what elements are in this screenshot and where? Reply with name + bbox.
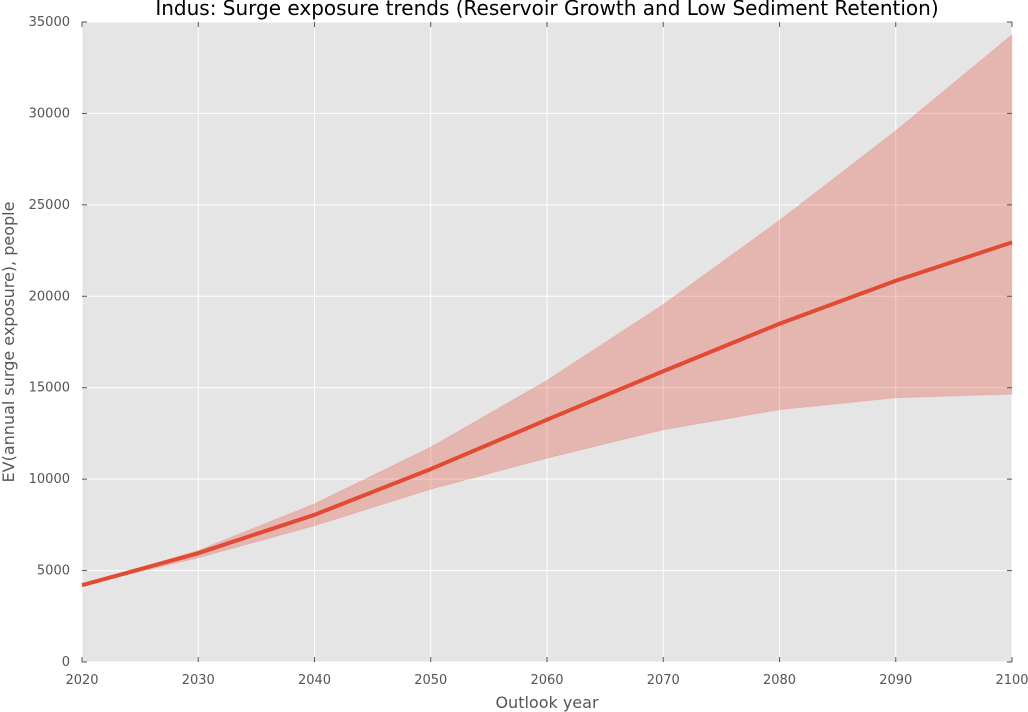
- x-tick-label: 2080: [763, 673, 796, 688]
- y-tick-label: 5000: [37, 564, 70, 579]
- x-tick-label: 2060: [530, 673, 563, 688]
- y-tick-label: 15000: [29, 381, 70, 396]
- x-axis-label: Outlook year: [495, 693, 599, 712]
- y-axis-label: EV(annual surge exposure), people: [0, 202, 18, 483]
- x-tick-label: 2050: [414, 673, 447, 688]
- chart-title: Indus: Surge exposure trends (Reservoir …: [155, 0, 938, 20]
- x-tick-label: 2100: [995, 673, 1028, 688]
- y-tick-label: 25000: [29, 198, 70, 213]
- x-tick-label: 2070: [647, 673, 680, 688]
- y-tick-label: 35000: [29, 15, 70, 30]
- y-tick-label: 10000: [29, 472, 70, 487]
- x-tick-label: 2030: [182, 673, 215, 688]
- x-tick-label: 2020: [65, 673, 98, 688]
- confidence-band: [81, 33, 1013, 586]
- series-line: [81, 240, 1013, 588]
- labels-layer: 2020 2030 2040 2050 2060 2070 2080 2090 2100 0 500…: [29, 15, 1028, 688]
- y-tick-label: 20000: [29, 289, 70, 304]
- y-tick-label: 30000: [29, 106, 70, 121]
- x-tick-label: 2040: [298, 673, 331, 688]
- ticks-layer: [81, 21, 1013, 663]
- y-tick-label: 0: [62, 655, 70, 670]
- x-tick-label: 2090: [879, 673, 912, 688]
